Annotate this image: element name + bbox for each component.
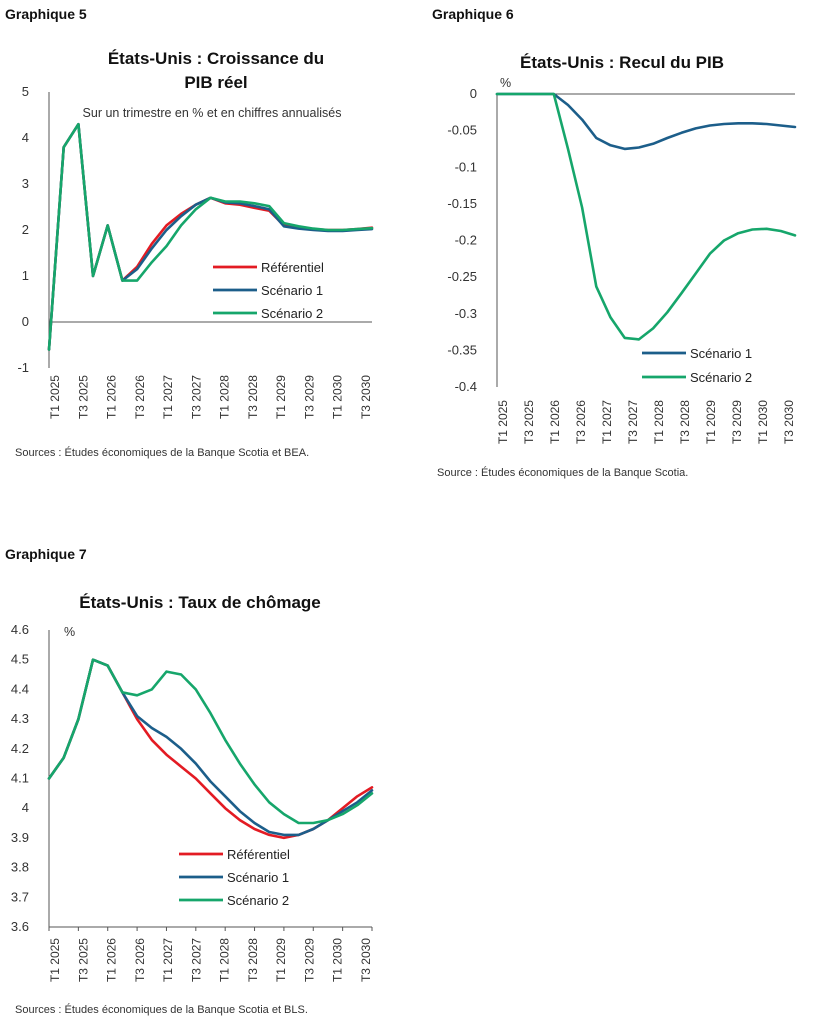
x-tick-label: T3 2026 xyxy=(133,375,147,419)
x-tick-label: T1 2028 xyxy=(218,938,232,982)
y-tick-label: 4.3 xyxy=(11,711,29,726)
x-tick-label: T3 2025 xyxy=(522,400,536,444)
x-tick-label: T1 2025 xyxy=(48,938,62,982)
y-tick-label: 4 xyxy=(22,130,29,145)
x-tick-label: T1 2025 xyxy=(48,375,62,419)
y-tick-label: 2 xyxy=(22,222,29,237)
y-tick-label: -0.05 xyxy=(447,123,477,138)
source-note: Source : Études économiques de la Banque… xyxy=(437,466,688,479)
series-line-referentiel xyxy=(47,658,374,840)
x-tick-label: T1 2027 xyxy=(600,400,614,444)
y-tick-label: 3.7 xyxy=(11,889,29,904)
legend-label-scenario-2: Scénario 2 xyxy=(690,370,752,385)
y-tick-label: 4 xyxy=(22,800,29,815)
legend-label-scenario-1: Scénario 1 xyxy=(690,346,752,361)
x-tick-label: T1 2029 xyxy=(274,375,288,419)
legend-label-scenario-1: Scénario 1 xyxy=(227,870,289,885)
chart-5-caption: Graphique 5 xyxy=(5,6,87,22)
y-tick-label: 4.6 xyxy=(11,622,29,637)
y-tick-label: 1 xyxy=(22,268,29,283)
x-tick-label: T1 2029 xyxy=(704,400,718,444)
legend-label-scenario-1: Scénario 1 xyxy=(261,283,323,298)
x-tick-label: T1 2030 xyxy=(756,400,770,444)
x-tick-label: T3 2026 xyxy=(574,400,588,444)
series-line-scenario-1 xyxy=(47,658,374,837)
y-tick-label: -0.1 xyxy=(455,159,477,174)
y-tick-label: -1 xyxy=(17,360,29,375)
x-tick-label: T1 2030 xyxy=(331,375,345,419)
x-tick-label: T3 2030 xyxy=(359,938,373,982)
series-line-scenario-2 xyxy=(47,122,374,351)
x-tick-label: T3 2027 xyxy=(626,400,640,444)
y-tick-label: -0.4 xyxy=(455,379,477,394)
x-tick-label: T3 2025 xyxy=(76,375,90,419)
y-tick-label: 3.8 xyxy=(11,860,29,875)
series-line-scenario-1 xyxy=(47,122,374,351)
legend-label-scenario-2: Scénario 2 xyxy=(227,893,289,908)
y-tick-label: 4.5 xyxy=(11,652,29,667)
y-unit-label: % xyxy=(500,76,511,90)
series-line-scenario-2 xyxy=(495,92,797,341)
y-tick-label: 4.2 xyxy=(11,741,29,756)
y-unit-label: % xyxy=(64,625,75,639)
x-tick-label: T1 2027 xyxy=(161,938,175,982)
source-note: Sources : Études économiques de la Banqu… xyxy=(15,1003,308,1016)
chart-7-caption: Graphique 7 xyxy=(5,546,87,562)
y-tick-label: 5 xyxy=(22,84,29,99)
x-tick-label: T1 2026 xyxy=(105,375,119,419)
chart-6: États-Unis : Recul du PIB% 0 -0.05 -0.1 -0.1… xyxy=(437,53,797,479)
y-tick-label: -0.15 xyxy=(447,196,477,211)
x-tick-label: T3 2029 xyxy=(302,375,316,419)
x-tick-label: T1 2030 xyxy=(331,938,345,982)
x-tick-label: T3 2030 xyxy=(782,400,796,444)
x-tick-label: T3 2027 xyxy=(189,938,203,982)
x-tick-label: T1 2025 xyxy=(496,400,510,444)
series-line-scenario-2 xyxy=(47,658,374,825)
x-tick-label: T1 2029 xyxy=(274,938,288,982)
series-line-referentiel xyxy=(47,122,374,351)
x-tick-label: T1 2027 xyxy=(161,375,175,419)
y-tick-label: 3.9 xyxy=(11,830,29,845)
legend-label-scenario-2: Scénario 2 xyxy=(261,306,323,321)
x-tick-label: T3 2025 xyxy=(76,938,90,982)
y-tick-label: 3 xyxy=(22,176,29,191)
chart-title-line: États-Unis : Croissance du xyxy=(108,49,324,68)
x-tick-label: T1 2028 xyxy=(218,375,232,419)
y-tick-label: 0 xyxy=(22,314,29,329)
chart-title-line: PIB réel xyxy=(184,73,247,92)
legend-label-referentiel: Référentiel xyxy=(261,260,324,275)
chart-6-caption: Graphique 6 xyxy=(432,6,514,22)
y-tick-label: 3.6 xyxy=(11,919,29,934)
x-tick-label: T3 2028 xyxy=(678,400,692,444)
x-tick-label: T1 2026 xyxy=(548,400,562,444)
source-note: Sources : Études économiques de la Banqu… xyxy=(15,446,309,459)
chart-7: États-Unis : Taux de chômage% 4.6 4.5 4.4 4.… xyxy=(11,593,374,1016)
chart-title-line: États-Unis : Taux de chômage xyxy=(79,593,321,612)
x-tick-label: T3 2026 xyxy=(133,938,147,982)
series-line-scenario-1 xyxy=(495,92,797,151)
x-tick-label: T3 2029 xyxy=(302,938,316,982)
y-tick-label: -0.25 xyxy=(447,269,477,284)
x-tick-label: T1 2028 xyxy=(652,400,666,444)
chart-5: États-Unis : Croissance du PIB réel Sur un… xyxy=(15,49,374,459)
x-tick-label: T3 2029 xyxy=(730,400,744,444)
y-tick-label: -0.3 xyxy=(455,306,477,321)
y-tick-label: 4.1 xyxy=(11,771,29,786)
x-tick-label: T3 2027 xyxy=(189,375,203,419)
x-tick-label: T1 2026 xyxy=(105,938,119,982)
y-tick-label: 0 xyxy=(470,86,477,101)
y-tick-label: -0.35 xyxy=(447,342,477,357)
x-tick-label: T3 2028 xyxy=(246,375,260,419)
y-tick-label: 4.4 xyxy=(11,681,29,696)
chart-title-line: États-Unis : Recul du PIB xyxy=(520,53,724,72)
x-tick-label: T3 2030 xyxy=(359,375,373,419)
legend-label-referentiel: Référentiel xyxy=(227,847,290,862)
chart-subtitle: Sur un trimestre en % et en chiffres ann… xyxy=(83,106,342,120)
y-tick-label: -0.2 xyxy=(455,233,477,248)
x-tick-label: T3 2028 xyxy=(246,938,260,982)
